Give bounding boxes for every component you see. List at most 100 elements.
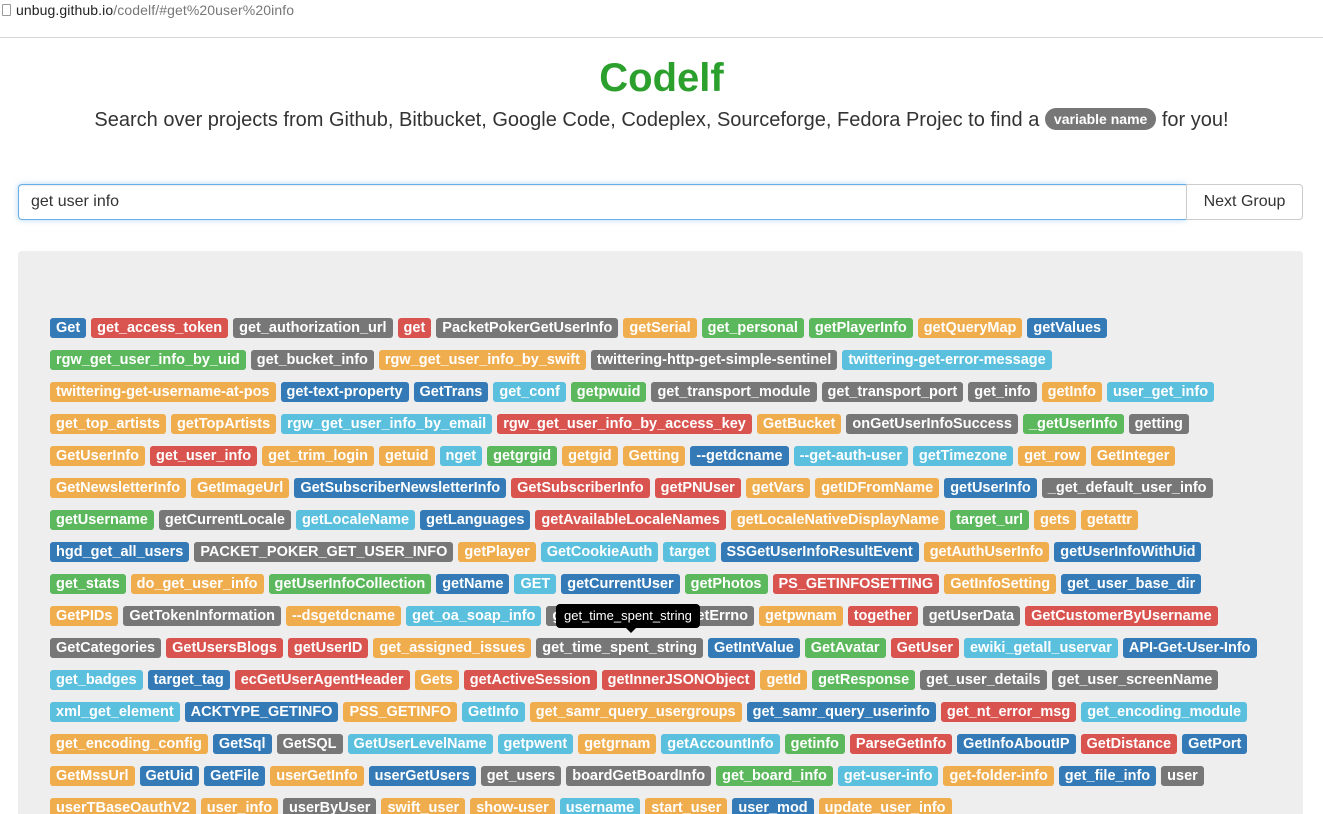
variable-tag[interactable]: GetIntValue [708, 638, 800, 658]
variable-tag[interactable]: start_user [645, 798, 728, 814]
variable-tag[interactable]: get_users [480, 766, 562, 786]
variable-tag[interactable]: GetInfo [462, 702, 525, 722]
variable-tag[interactable]: GetSubscriberInfo [511, 478, 650, 498]
variable-tag[interactable]: GetInfoSetting [944, 574, 1057, 594]
variable-tag[interactable]: ecGetUserAgentHeader [234, 670, 410, 690]
variable-tag[interactable]: getTopArtists [170, 414, 277, 434]
variable-tag[interactable]: do_get_user_info [130, 574, 264, 594]
variable-tag[interactable]: GetInfoAboutIP [957, 734, 1076, 754]
variable-tag[interactable]: getgid [562, 446, 618, 466]
variable-tag[interactable]: get-text-property [280, 382, 409, 402]
variable-tag[interactable]: rgw_get_user_info_by_access_key [497, 414, 752, 434]
variable-tag[interactable]: GetCookieAuth [540, 542, 659, 562]
variable-tag[interactable]: get_row [1018, 446, 1086, 466]
variable-tag[interactable]: get_assigned_issues [373, 638, 532, 658]
variable-tag[interactable]: getPNUser [654, 478, 741, 498]
variable-tag[interactable]: PSS_GETINFO [343, 702, 457, 722]
variable-tag[interactable]: GetPort [1182, 734, 1248, 754]
variable-tag[interactable]: Getting [622, 446, 686, 466]
variable-tag[interactable]: GetImageUrl [191, 478, 290, 498]
variable-tag[interactable]: getUserInfo [944, 478, 1037, 498]
variable-tag[interactable]: ewiki_getall_uservar [963, 638, 1118, 658]
variable-tag[interactable]: GetAvatar [804, 638, 886, 658]
variable-tag[interactable]: GetFile [204, 766, 266, 786]
variable-tag[interactable]: getInfo [1041, 382, 1102, 402]
variable-tag[interactable]: getPlayerInfo [808, 318, 913, 338]
variable-tag[interactable]: GetNewsletterInfo [50, 478, 187, 498]
variable-tag[interactable]: getIDFromName [815, 478, 940, 498]
variable-tag[interactable]: show-user [470, 798, 555, 814]
variable-tag[interactable]: getCurrentUser [561, 574, 680, 594]
variable-tag[interactable]: getValues [1027, 318, 1108, 338]
variable-tag[interactable]: _get_default_user_info [1041, 478, 1213, 498]
variable-tag[interactable]: GetPIDs [50, 606, 119, 626]
variable-tag[interactable]: Gets [414, 670, 459, 690]
variable-tag[interactable]: getLocaleName [295, 510, 416, 530]
variable-tag[interactable]: PACKET_POKER_GET_USER_INFO [194, 542, 454, 562]
variable-tag[interactable]: getName [436, 574, 510, 594]
variable-tag[interactable]: GetInteger [1090, 446, 1176, 466]
variable-tag[interactable]: getInnerJSONObject [601, 670, 756, 690]
variable-tag[interactable]: get-user-info [837, 766, 939, 786]
variable-tag[interactable]: twittering-get-username-at-pos [50, 382, 276, 402]
variable-tag[interactable]: target_url [950, 510, 1029, 530]
variable-tag[interactable]: userByUser [283, 798, 377, 814]
variable-tag[interactable]: GetBucket [756, 414, 842, 434]
variable-tag[interactable]: user_mod [732, 798, 814, 814]
variable-tag[interactable]: GetSql [212, 734, 272, 754]
variable-tag[interactable]: update_user_info [818, 798, 952, 814]
variable-tag[interactable]: GetUserLevelName [347, 734, 493, 754]
variable-tag[interactable]: --dsgetdcname [285, 606, 402, 626]
variable-tag[interactable]: get_conf [493, 382, 566, 402]
variable-tag[interactable]: get_encoding_module [1081, 702, 1248, 722]
variable-tag[interactable]: gets [1033, 510, 1076, 530]
variable-tag[interactable]: API-Get-User-Info [1122, 638, 1257, 658]
variable-tag[interactable]: getAuthUserInfo [923, 542, 1050, 562]
variable-tag[interactable]: together [847, 606, 918, 626]
variable-tag[interactable]: GetTokenInformation [123, 606, 281, 626]
url-text[interactable]: unbug.github.io/codelf/#get%20user%20inf… [16, 2, 294, 18]
variable-tag[interactable]: getCurrentLocale [158, 510, 291, 530]
variable-tag[interactable]: getting [1128, 414, 1189, 434]
variable-tag[interactable]: getpwent [497, 734, 574, 754]
variable-tag[interactable]: get_user_screenName [1051, 670, 1219, 690]
variable-tag[interactable]: rgw_get_user_info_by_uid [50, 350, 246, 370]
variable-tag[interactable]: rgw_get_user_info_by_email [281, 414, 493, 434]
variable-tag[interactable]: getPhotos [684, 574, 768, 594]
variable-tag[interactable]: getQueryMap [917, 318, 1023, 338]
variable-tag[interactable]: GetUid [139, 766, 200, 786]
variable-tag[interactable]: username [559, 798, 641, 814]
browser-address-bar[interactable]: unbug.github.io/codelf/#get%20user%20inf… [0, 0, 1323, 38]
variable-tag[interactable]: get [397, 318, 432, 338]
variable-tag[interactable]: xml_get_element [50, 702, 180, 722]
variable-tag[interactable]: getTimezone [912, 446, 1014, 466]
variable-tag[interactable]: GetTrans [413, 382, 489, 402]
variable-tag[interactable]: get_user_info [150, 446, 258, 466]
variable-tag[interactable]: target [663, 542, 716, 562]
variable-tag[interactable]: GetUserInfo [50, 446, 145, 466]
variable-tag[interactable]: get-folder-info [943, 766, 1054, 786]
variable-tag[interactable]: get_badges [50, 670, 143, 690]
variable-tag[interactable]: ACKTYPE_GETINFO [184, 702, 339, 722]
variable-tag[interactable]: get_user_base_dir [1061, 574, 1202, 594]
variable-tag[interactable]: GetUsersBlogs [166, 638, 283, 658]
variable-tag[interactable]: get_user_details [920, 670, 1047, 690]
variable-tag[interactable]: getActiveSession [463, 670, 597, 690]
variable-tag[interactable]: GetDistance [1080, 734, 1178, 754]
next-group-button[interactable]: Next Group [1186, 184, 1303, 220]
variable-tag[interactable]: getgrgid [487, 446, 558, 466]
variable-tag[interactable]: getUserInfoWithUid [1054, 542, 1202, 562]
variable-tag[interactable]: getuid [379, 446, 435, 466]
variable-tag[interactable]: getUserID [287, 638, 369, 658]
variable-tag[interactable]: getinfo [784, 734, 845, 754]
variable-tag[interactable]: --getdcname [690, 446, 789, 466]
variable-tag[interactable]: getAvailableLocaleNames [535, 510, 726, 530]
variable-tag[interactable]: get_access_token [91, 318, 229, 338]
variable-tag[interactable]: userTBaseOauthV2 [50, 798, 196, 814]
variable-tag[interactable]: getpwuid [570, 382, 647, 402]
variable-tag[interactable]: get_samr_query_userinfo [746, 702, 936, 722]
variable-tag[interactable]: getattr [1080, 510, 1138, 530]
variable-tag[interactable]: get_encoding_config [50, 734, 208, 754]
variable-tag[interactable]: swift_user [381, 798, 466, 814]
variable-tag[interactable]: get_file_info [1058, 766, 1157, 786]
